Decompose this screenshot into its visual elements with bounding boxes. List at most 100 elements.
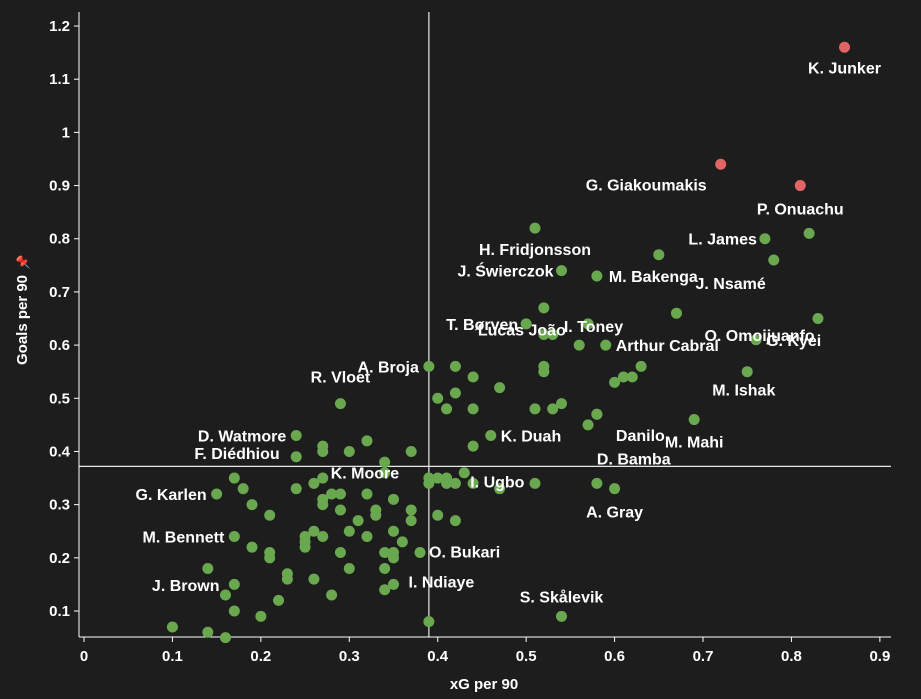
data-point[interactable] [264,552,276,564]
data-point[interactable] [688,414,700,426]
data-point[interactable] [388,578,400,590]
data-point[interactable] [449,387,461,399]
data-point[interactable] [317,499,329,511]
data-point[interactable] [334,488,346,500]
data-point[interactable] [308,477,320,489]
data-point[interactable] [273,594,285,606]
data-point[interactable] [441,477,453,489]
data-point[interactable] [334,398,346,410]
data-point[interactable] [202,626,214,638]
data-point[interactable] [281,573,293,585]
data-point[interactable] [600,339,612,351]
data-point[interactable] [432,392,444,404]
data-point[interactable] [388,493,400,505]
data-point[interactable] [308,573,320,585]
data-point[interactable] [423,616,435,628]
data-point[interactable] [414,547,426,559]
data-point[interactable] [449,515,461,527]
data-point[interactable] [467,403,479,415]
data-point[interactable] [423,472,435,484]
data-point[interactable] [494,483,506,495]
data-point[interactable] [582,419,594,431]
data-point[interactable] [573,339,585,351]
data-point[interactable] [794,180,806,192]
data-point[interactable] [759,233,771,245]
data-point[interactable] [317,531,329,543]
data-point[interactable] [361,531,373,543]
data-point[interactable] [228,605,240,617]
data-point[interactable] [166,621,178,633]
data-point[interactable] [670,307,682,319]
data-point[interactable] [237,483,249,495]
data-point[interactable] [617,371,629,383]
data-point[interactable] [228,531,240,543]
data-point[interactable] [202,562,214,574]
data-point[interactable] [255,610,267,622]
data-point[interactable] [485,430,497,442]
data-point[interactable] [246,499,258,511]
data-point[interactable] [591,270,603,282]
data-point[interactable] [449,360,461,372]
data-point[interactable] [609,376,621,388]
data-point[interactable] [449,477,461,489]
data-point[interactable] [219,632,231,644]
pin-icon[interactable]: 📌 [15,254,30,269]
data-point[interactable] [432,509,444,521]
data-point[interactable] [370,509,382,521]
data-point[interactable] [326,488,338,500]
data-point[interactable] [591,408,603,420]
data-point[interactable] [715,158,727,170]
data-point[interactable] [635,360,647,372]
data-point[interactable] [467,477,479,489]
data-point[interactable] [326,589,338,601]
data-point[interactable] [458,467,470,479]
data-point[interactable] [741,366,753,378]
data-point[interactable] [290,451,302,463]
data-point[interactable] [246,541,258,553]
data-point[interactable] [290,430,302,442]
data-point[interactable] [547,403,559,415]
data-point[interactable] [520,318,532,330]
data-point[interactable] [591,477,603,489]
data-point[interactable] [467,371,479,383]
data-point[interactable] [228,472,240,484]
data-point[interactable] [405,504,417,516]
data-point[interactable] [609,483,621,495]
data-point[interactable] [405,515,417,527]
data-point[interactable] [556,265,568,277]
data-point[interactable] [361,488,373,500]
data-point[interactable] [529,222,541,234]
data-point[interactable] [467,440,479,452]
data-point[interactable] [379,562,391,574]
data-point[interactable] [379,547,391,559]
data-point[interactable] [228,578,240,590]
data-point[interactable] [432,472,444,484]
data-point[interactable] [379,456,391,468]
data-point[interactable] [388,552,400,564]
data-point[interactable] [343,525,355,537]
data-point[interactable] [626,371,638,383]
data-point[interactable] [317,445,329,457]
data-point[interactable] [423,360,435,372]
data-point[interactable] [396,536,408,548]
data-point[interactable] [405,445,417,457]
data-point[interactable] [352,515,364,527]
data-point[interactable] [211,488,223,500]
data-point[interactable] [556,610,568,622]
data-point[interactable] [653,249,665,261]
data-point[interactable] [290,483,302,495]
data-point[interactable] [308,525,320,537]
data-point[interactable] [264,509,276,521]
data-point[interactable] [838,41,850,53]
data-point[interactable] [343,445,355,457]
data-point[interactable] [538,302,550,314]
data-point[interactable] [494,382,506,394]
data-point[interactable] [768,254,780,266]
data-point[interactable] [582,318,594,330]
data-point[interactable] [538,360,550,372]
data-point[interactable] [361,435,373,447]
data-point[interactable] [334,547,346,559]
data-point[interactable] [750,334,762,346]
data-point[interactable] [556,398,568,410]
data-point[interactable] [441,403,453,415]
